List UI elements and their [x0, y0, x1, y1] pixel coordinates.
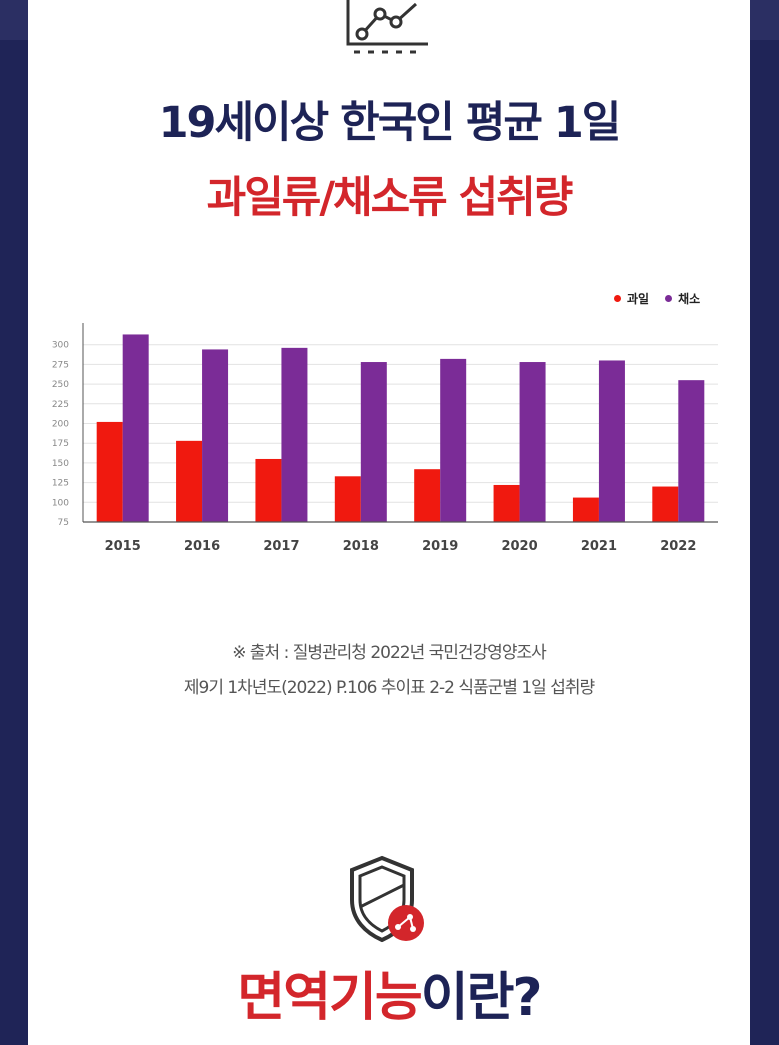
legend-dot-vegetable [665, 295, 673, 302]
x-tick-label: 2018 [343, 539, 379, 554]
x-tick-label: 2016 [184, 539, 220, 554]
x-tick-label: 2015 [105, 539, 141, 554]
y-tick-label: 100 [52, 498, 69, 508]
bar-chart: 75 100 125 150 175 200 225 250 275 300 2015 2016 201… [52, 323, 718, 554]
legend-item-fruit: 과일 [614, 290, 649, 307]
section-title: 면역기능이란? [28, 955, 750, 1030]
bar-fruit-2017 [255, 458, 282, 522]
bar-fruit-2020 [493, 484, 520, 522]
legend-dot-fruit [614, 295, 621, 302]
y-tick-label: 275 [52, 360, 69, 370]
shield-icon [350, 855, 424, 943]
section-title-rest: 이란? [420, 968, 543, 1028]
y-tick-label: 300 [52, 341, 69, 351]
legend-label-fruit: 과일 [627, 292, 650, 306]
y-tick-label: 200 [52, 420, 69, 430]
bar-vegetable-2019 [440, 358, 467, 522]
source-line1: ※ 출처 : 질병관리청 2022년 국민건강영양조사 [232, 643, 547, 663]
x-tick-label: 2020 [501, 539, 537, 554]
y-tick-label: 125 [52, 479, 69, 489]
chart-legend: 과일 채소 [614, 290, 700, 307]
bar-fruit-2019 [414, 469, 441, 522]
x-tick-label: 2019 [422, 539, 458, 554]
bar-vegetable-2021 [598, 360, 625, 522]
bar-vegetable-2022 [678, 380, 705, 522]
bar-vegetable-2016 [202, 349, 229, 522]
bar-vegetable-2018 [360, 362, 387, 522]
page-title-line1: 19세이상 한국인 평균 1일 [158, 98, 622, 148]
section-title-highlight: 면역기능 [237, 968, 422, 1028]
y-tick-label: 225 [52, 400, 69, 410]
legend-label-vegetable: 채소 [678, 292, 701, 306]
bar-fruit-2015 [96, 421, 123, 522]
content-card: 19세이상 한국인 평균 1일 과일류/채소류 섭취량 과일 채소 75 100 1… [28, 0, 750, 1045]
y-tick-label: 250 [52, 380, 69, 390]
bar-vegetable-2020 [519, 362, 546, 522]
y-tick-label: 75 [58, 518, 69, 528]
x-tick-label: 2021 [581, 539, 617, 554]
bar-fruit-2016 [176, 440, 203, 522]
bar-fruit-2021 [572, 497, 599, 522]
bar-fruit-2022 [652, 486, 679, 522]
line-chart-icon [346, 0, 428, 54]
y-tick-label: 150 [52, 459, 69, 469]
source-line2: 제9기 1차년도(2022) P.106 추이표 2-2 식품군별 1일 섭취량 [183, 678, 595, 698]
x-tick-label: 2022 [660, 539, 696, 554]
y-tick-label: 175 [52, 439, 69, 449]
x-tick-label: 2017 [263, 539, 299, 554]
bar-vegetable-2017 [281, 347, 308, 522]
legend-item-vegetable: 채소 [665, 290, 700, 307]
bar-vegetable-2015 [122, 334, 149, 522]
bar-fruit-2018 [334, 476, 361, 522]
page-title-line2: 과일류/채소류 섭취량 [206, 173, 574, 223]
